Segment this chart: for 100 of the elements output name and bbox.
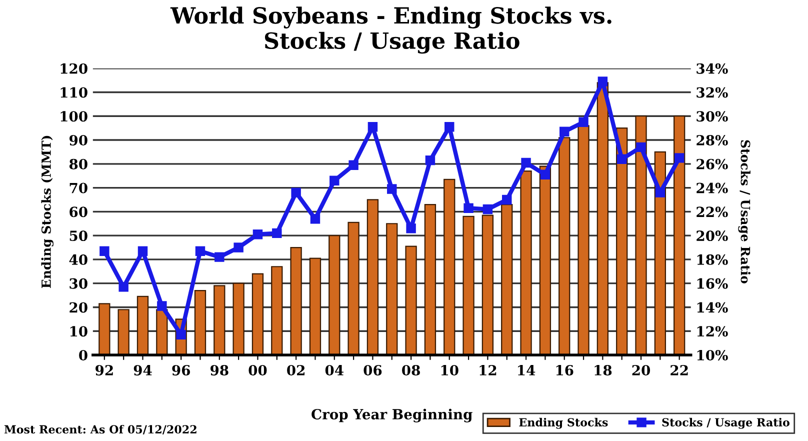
bar xyxy=(520,170,532,356)
point xyxy=(521,158,531,168)
point xyxy=(330,176,340,186)
y-tick-label: 120 xyxy=(60,63,88,74)
point xyxy=(138,246,148,256)
y-tick-label: 40 xyxy=(69,254,88,265)
bar xyxy=(328,235,340,356)
bar xyxy=(309,258,322,356)
x-tick-label: 98 xyxy=(210,364,228,376)
x-tick-label: 92 xyxy=(96,364,113,376)
y-tick-label: 110 xyxy=(60,87,88,98)
point xyxy=(157,301,167,311)
point xyxy=(444,122,454,132)
point xyxy=(195,246,206,256)
point xyxy=(502,194,512,205)
y-tick-label: 50 xyxy=(70,230,88,242)
x-tick-label: 08 xyxy=(402,364,420,376)
bar xyxy=(482,214,494,356)
point xyxy=(100,246,110,256)
text: Most Recent: As Of 05/12/2022 xyxy=(4,424,196,434)
point xyxy=(540,170,550,180)
bar xyxy=(348,222,360,356)
point xyxy=(368,122,378,132)
legend-label: Stocks / Usage Ratio xyxy=(662,418,790,429)
legend-label: Ending Stocks xyxy=(519,418,608,429)
point xyxy=(252,230,263,240)
y2-tick-label: 30% xyxy=(696,111,728,122)
x-tick-label: 16 xyxy=(556,364,574,376)
y2-tick-label: 12% xyxy=(697,326,728,337)
bar xyxy=(405,246,417,356)
point xyxy=(214,252,224,262)
bar xyxy=(462,216,474,356)
point xyxy=(348,160,358,170)
bar xyxy=(271,266,283,356)
point xyxy=(291,188,301,198)
x-axis-title: Crop Year Beginning xyxy=(312,408,472,422)
bar xyxy=(616,128,628,356)
bar xyxy=(558,137,570,356)
y2-tick-label: 26% xyxy=(696,158,728,170)
point xyxy=(578,117,588,127)
bar xyxy=(290,246,302,356)
point xyxy=(310,214,320,224)
bar xyxy=(136,296,149,356)
point xyxy=(616,154,627,164)
bar xyxy=(654,151,666,356)
point xyxy=(387,184,397,194)
bar xyxy=(596,82,609,356)
point xyxy=(655,188,666,198)
y2-tick-label: 16% xyxy=(697,278,728,289)
y-tick-label: 30 xyxy=(70,278,88,289)
y-tick-label: 60 xyxy=(70,206,88,218)
y2-axis-title: Stocks / Usage Ratio xyxy=(738,140,750,284)
x-tick-label: 00 xyxy=(248,364,267,376)
y-tick-label: 20 xyxy=(70,302,88,313)
x-tick-label: 94 xyxy=(134,364,152,376)
point xyxy=(636,142,646,152)
bar xyxy=(194,290,206,356)
point xyxy=(272,228,282,238)
x-tick-label: 22 xyxy=(670,364,688,376)
x-tick-label: 18 xyxy=(594,364,612,376)
x-tick-label: 10 xyxy=(441,364,458,376)
bar xyxy=(214,285,226,356)
y-tick-label: 0 xyxy=(79,350,88,360)
y-tick-label: 80 xyxy=(69,158,88,170)
point xyxy=(118,282,128,292)
y2-tick-label: 32% xyxy=(696,87,728,98)
y-tick-label: 10 xyxy=(70,326,88,337)
x-tick-label: 12 xyxy=(480,364,496,376)
bar xyxy=(444,178,456,356)
y-tick-label: 100 xyxy=(60,111,88,122)
bar xyxy=(386,223,398,356)
bar xyxy=(118,309,130,356)
chart-title: World Soybeans - Ending Stocks vs. Stocks / Usage Ratio xyxy=(170,6,612,54)
point xyxy=(464,203,474,213)
y2-tick-label: 24% xyxy=(696,182,728,194)
y2-tick-label: 20% xyxy=(696,230,728,242)
x-tick-label: 02 xyxy=(287,364,304,376)
point xyxy=(674,153,684,163)
y2-tick-label: 18% xyxy=(697,254,728,265)
y2-tick-label: 28% xyxy=(696,134,728,146)
bar xyxy=(635,116,647,356)
y2-tick-label: 10% xyxy=(697,350,728,360)
y2-tick-label: 14% xyxy=(697,302,728,313)
point xyxy=(559,126,570,137)
y-tick-label: 90 xyxy=(69,134,88,146)
point xyxy=(425,155,436,166)
y-axis-title: Ending Stocks (MMT) xyxy=(41,136,54,288)
bar xyxy=(539,166,552,356)
x-tick-label: 14 xyxy=(518,364,536,376)
y2-tick-label: 22% xyxy=(696,206,728,218)
bar xyxy=(501,204,513,356)
bar xyxy=(98,303,110,356)
x-tick-label: 20 xyxy=(632,364,650,376)
y-tick-label: 70 xyxy=(70,182,88,194)
bar xyxy=(674,116,686,356)
bar xyxy=(366,199,379,356)
bar xyxy=(232,282,244,356)
point xyxy=(234,242,244,252)
point xyxy=(406,224,416,234)
point xyxy=(598,76,608,86)
